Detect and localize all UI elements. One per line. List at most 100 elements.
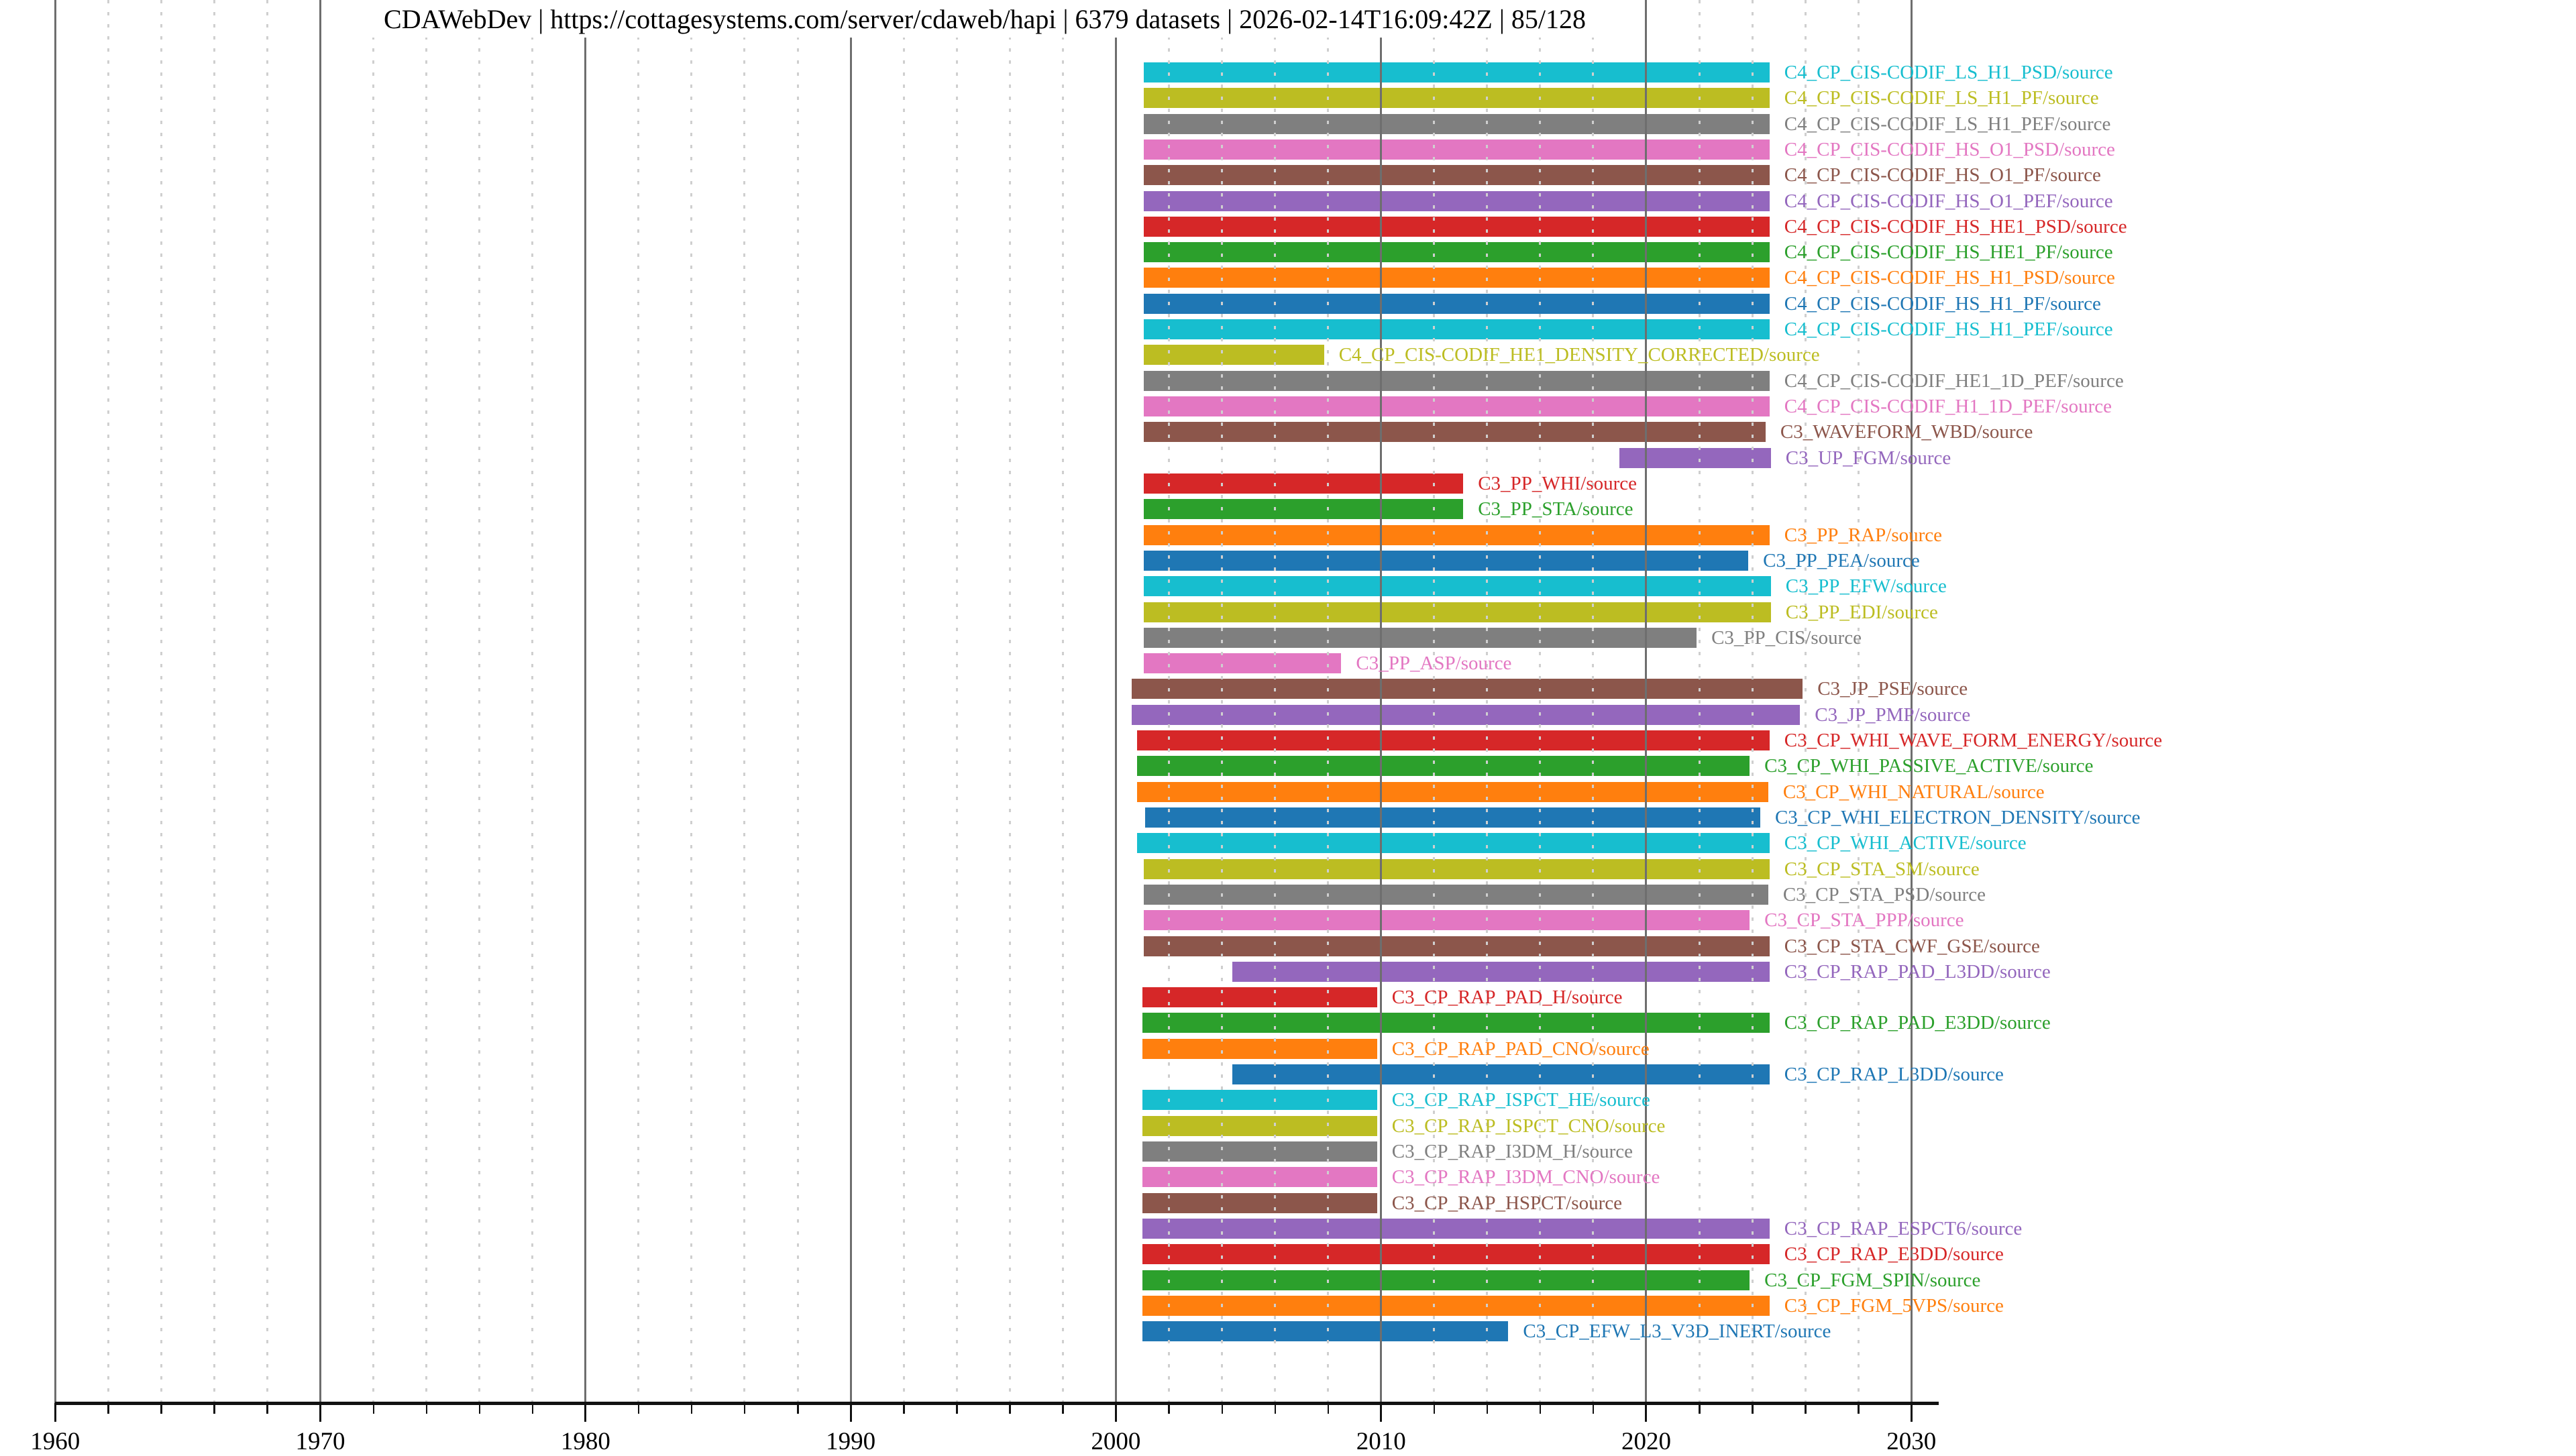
dataset-bar[interactable] — [1143, 858, 1770, 879]
dataset-bar[interactable] — [1143, 113, 1770, 134]
dataset-bar[interactable] — [1142, 1167, 1377, 1188]
dataset-bar[interactable] — [1143, 165, 1770, 186]
gridline-minor — [955, 0, 958, 1403]
gridline-minor — [902, 0, 905, 1403]
gridline-minor — [1221, 0, 1224, 1403]
dataset-bar[interactable] — [1143, 88, 1770, 109]
dataset-label: C3_PP_WHI/source — [1478, 472, 1638, 494]
dataset-bar[interactable] — [1143, 62, 1770, 82]
dataset-bar[interactable] — [1143, 627, 1697, 648]
dataset-bar[interactable] — [1143, 216, 1770, 237]
chart-title-box: CDAWebDev | https://cottagesystems.com/s… — [327, 0, 1642, 38]
dataset-bar[interactable] — [1142, 1192, 1377, 1213]
dataset-bar[interactable] — [1143, 473, 1464, 494]
dataset-bar[interactable] — [1143, 499, 1464, 520]
gridline-minor — [637, 0, 640, 1403]
dataset-label: C3_JP_PMP/source — [1815, 704, 1971, 726]
dataset-bar[interactable] — [1143, 602, 1771, 622]
dataset-bar[interactable] — [1143, 422, 1766, 443]
dataset-label: C4_CP_CIS-CODIF_HS_HE1_PSD/source — [1784, 215, 2127, 237]
dataset-label: C3_CP_RAP_PAD_L3DD/source — [1784, 960, 2051, 983]
dataset-bar[interactable] — [1142, 1295, 1770, 1316]
gridline-minor — [160, 0, 162, 1403]
dataset-bar[interactable] — [1142, 1090, 1377, 1111]
dataset-bar[interactable] — [1143, 242, 1770, 263]
dataset-bar[interactable] — [1142, 1244, 1770, 1265]
dataset-bar[interactable] — [1143, 524, 1770, 545]
dataset-bar[interactable] — [1143, 936, 1770, 956]
dataset-bar[interactable] — [1143, 550, 1749, 571]
dataset-label: C4_CP_CIS-CODIF_LS_H1_PF/source — [1784, 87, 2099, 109]
dataset-bar[interactable] — [1232, 961, 1770, 982]
dataset-label: C3_CP_RAP_L3DD/source — [1784, 1064, 2004, 1086]
dataset-bar[interactable] — [1142, 1115, 1377, 1136]
dataset-bar[interactable] — [1143, 576, 1771, 597]
x-axis-tick — [1910, 1403, 1913, 1422]
gridline-minor — [1061, 0, 1064, 1403]
dataset-bar[interactable] — [1142, 1321, 1509, 1342]
dataset-bar[interactable] — [1143, 910, 1750, 931]
dataset-label: C4_CP_CIS-CODIF_HS_HE1_PF/source — [1784, 241, 2113, 264]
dataset-label: C3_UP_FGM/source — [1785, 447, 1951, 469]
dataset-bar[interactable] — [1142, 1013, 1770, 1033]
gridline-minor — [1857, 0, 1860, 1403]
dataset-label: C3_CP_STA_SM/source — [1784, 858, 1980, 880]
dataset-bar[interactable] — [1137, 756, 1750, 777]
dataset-bar[interactable] — [1142, 1141, 1377, 1162]
x-axis-minor-tick — [372, 1403, 375, 1414]
dataset-label: C3_CP_RAP_ISPCT_CNO/source — [1391, 1115, 1666, 1137]
gridline-major-1990 — [849, 0, 852, 1403]
x-axis-tick — [1114, 1403, 1117, 1422]
gridline-minor — [266, 0, 268, 1403]
dataset-label: C3_CP_RAP_I3DM_H/source — [1391, 1141, 1633, 1163]
x-axis-minor-tick — [478, 1403, 481, 1414]
dataset-bar[interactable] — [1142, 1038, 1377, 1059]
x-axis-minor-tick — [797, 1403, 799, 1414]
dataset-bar[interactable] — [1143, 884, 1768, 905]
x-axis-tick — [1645, 1403, 1648, 1422]
dataset-bar[interactable] — [1143, 190, 1770, 211]
dataset-label: C3_PP_ASP/source — [1356, 653, 1512, 675]
dataset-bar[interactable] — [1143, 653, 1342, 674]
x-axis-minor-tick — [266, 1403, 268, 1414]
dataset-bar[interactable] — [1132, 704, 1801, 725]
dataset-bar[interactable] — [1142, 1218, 1770, 1239]
gridline-minor — [1167, 0, 1170, 1403]
x-axis-minor-tick — [1592, 1403, 1595, 1414]
dataset-bar[interactable] — [1143, 139, 1770, 160]
gridline-minor — [1008, 0, 1011, 1403]
dataset-bar[interactable] — [1143, 293, 1770, 314]
dataset-bar[interactable] — [1143, 396, 1770, 417]
gridline-minor — [1804, 0, 1807, 1403]
dataset-bar[interactable] — [1619, 447, 1771, 468]
dataset-bar[interactable] — [1142, 1270, 1750, 1290]
dataset-label: C4_CP_CIS-CODIF_H1_1D_PEF/source — [1784, 396, 2112, 418]
dataset-bar[interactable] — [1137, 833, 1770, 854]
dataset-label: C3_PP_RAP/source — [1784, 524, 1943, 546]
dataset-bar[interactable] — [1137, 781, 1768, 802]
gridline-major-2000 — [1114, 0, 1117, 1403]
dataset-bar[interactable] — [1137, 730, 1770, 751]
x-axis-minor-tick — [1221, 1403, 1224, 1414]
dataset-bar[interactable] — [1143, 319, 1770, 340]
gridline-minor — [743, 0, 746, 1403]
dataset-bar[interactable] — [1132, 679, 1803, 699]
dataset-label: C3_CP_RAP_PAD_E3DD/source — [1784, 1012, 2051, 1034]
dataset-bar[interactable] — [1232, 1064, 1770, 1085]
x-axis-minor-tick — [213, 1403, 215, 1414]
dataset-label: C3_CP_FGM_5VPS/source — [1784, 1294, 2004, 1317]
chart-title: CDAWebDev | https://cottagesystems.com/s… — [384, 3, 1586, 34]
dataset-label: C4_CP_CIS-CODIF_LS_H1_PEF/source — [1784, 113, 2111, 135]
dataset-bar[interactable] — [1142, 987, 1377, 1008]
x-axis-tick-label: 1990 — [826, 1428, 876, 1455]
gridline-major-1970 — [319, 0, 322, 1403]
dataset-bar[interactable] — [1143, 370, 1770, 391]
gridline-minor — [1539, 0, 1542, 1403]
dataset-label: C3_PP_PEA/source — [1763, 549, 1920, 571]
dataset-bar[interactable] — [1143, 268, 1770, 288]
dataset-bar[interactable] — [1143, 345, 1324, 366]
dataset-bar[interactable] — [1144, 807, 1760, 828]
gridline-major-2030 — [1910, 0, 1913, 1403]
